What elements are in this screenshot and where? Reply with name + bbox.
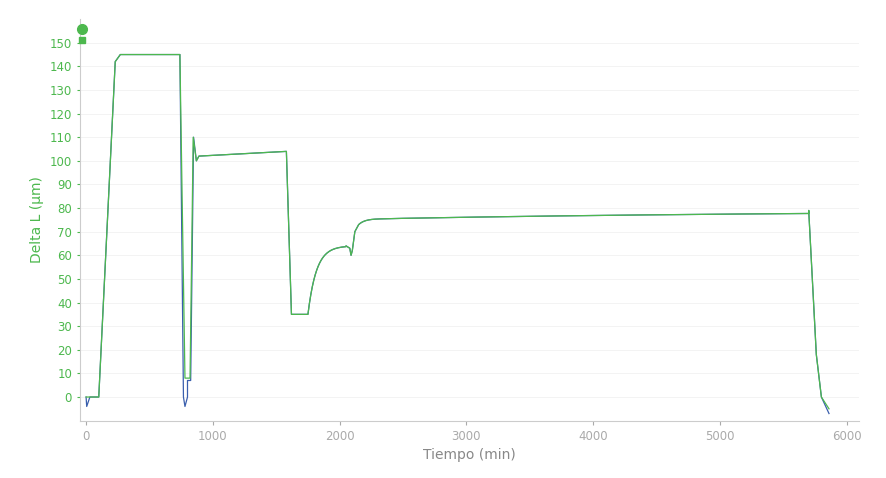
X-axis label: Tiempo (min): Tiempo (min) [424,448,516,462]
Y-axis label: Delta L (μm): Delta L (μm) [30,176,44,263]
